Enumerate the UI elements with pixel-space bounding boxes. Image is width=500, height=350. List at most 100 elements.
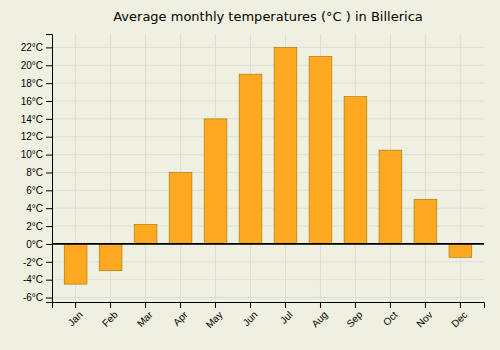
y-tick: -2°C: [23, 257, 52, 268]
bar: [344, 97, 367, 244]
x-tick: Nov: [414, 302, 434, 329]
y-tick-label: 0°C: [26, 239, 43, 250]
x-tick-mark: [145, 302, 146, 308]
x-tick-mark: [355, 302, 356, 308]
x-tick-mark: [285, 302, 286, 308]
y-tick: -4°C: [23, 274, 52, 285]
x-tick-label: Sep: [344, 309, 365, 330]
grid: [52, 34, 484, 302]
y-tick-label: 8°C: [26, 167, 43, 178]
bar: [169, 172, 192, 243]
x-tick-mark: [390, 302, 391, 308]
y-tick: 16°C: [21, 96, 52, 107]
y-tick-mark: [46, 65, 52, 66]
y-tick-mark: [46, 190, 52, 191]
x-tick-mark: [75, 302, 76, 308]
x-tick-label: Apr: [171, 309, 190, 328]
x-tick-label: Feb: [100, 309, 120, 329]
x-tick: Apr: [171, 302, 190, 328]
bar: [64, 244, 87, 284]
x-tick: Jul: [278, 302, 295, 326]
y-tick-label: 22°C: [21, 42, 43, 53]
y-tick-label: 14°C: [21, 114, 43, 125]
y-axis-line: [46, 35, 53, 303]
x-tick: Aug: [309, 302, 329, 329]
bar: [239, 74, 262, 244]
x-tick-label: Mar: [135, 309, 155, 329]
y-tick-label: 20°C: [21, 60, 43, 71]
y-tick-mark: [46, 155, 52, 156]
x-tick-mark: [250, 302, 251, 308]
y-tick: 12°C: [21, 131, 52, 142]
bar: [449, 244, 472, 257]
y-tick: 20°C: [21, 60, 52, 71]
bar: [204, 119, 227, 244]
bar: [309, 56, 332, 244]
y-tick-mark: [46, 262, 52, 263]
y-grid-line: [52, 136, 484, 137]
x-tick-mark: [215, 302, 216, 308]
zero-line: [52, 243, 484, 245]
y-tick-label: 2°C: [26, 221, 43, 232]
y-tick-mark: [46, 226, 52, 227]
title: Average monthly temperatures (°C ) in Bi…: [113, 9, 423, 24]
y-tick: 14°C: [21, 114, 52, 125]
y-grid-line: [52, 154, 484, 155]
x-tick-mark: [425, 302, 426, 308]
x-axis-line: [53, 303, 485, 309]
bar: [134, 224, 157, 244]
y-tick: 8°C: [26, 167, 52, 178]
x-tick-mark: [110, 302, 111, 308]
x-tick: Jun: [241, 302, 260, 328]
y-tick-label: -6°C: [23, 292, 43, 303]
y-tick-mark: [46, 101, 52, 102]
x-tick-label: Nov: [414, 309, 434, 329]
y-tick: 6°C: [26, 185, 52, 196]
y-tick: 10°C: [21, 149, 52, 160]
x-tick-label: Jul: [278, 309, 295, 326]
y-tick-mark: [46, 119, 52, 120]
y-grid-line: [52, 297, 484, 298]
y-tick-mark: [46, 280, 52, 281]
y-tick: -6°C: [23, 292, 52, 303]
x-axis: JanFebMarAprMayJunJulAugSepOctNovDec: [53, 302, 485, 330]
y-tick-label: 16°C: [21, 96, 43, 107]
plot: -6°C -4°C -2°C 0°C 2°C 4°C 6°C 8°C 10°C 12°C 14°C 1…: [21, 34, 485, 330]
x-tick: Mar: [135, 302, 155, 329]
y-tick-label: 10°C: [21, 149, 43, 160]
bar: [274, 47, 297, 244]
y-axis: -6°C -4°C -2°C 0°C 2°C 4°C 6°C 8°C 10°C 12°C 14°C 1…: [21, 35, 53, 304]
bar: [379, 150, 402, 244]
y-grid-line: [52, 65, 484, 66]
y-tick-mark: [46, 137, 52, 138]
y-grid-line: [52, 243, 484, 244]
bar: [99, 244, 122, 271]
y-grid-line: [52, 83, 484, 84]
y-grid-line: [52, 101, 484, 102]
x-grid-line: [180, 34, 181, 302]
x-tick: Jan: [66, 302, 85, 328]
x-grid-line: [145, 34, 146, 302]
x-grid-line: [460, 34, 461, 302]
y-tick-mark: [46, 47, 52, 48]
x-tick-mark: [320, 302, 321, 308]
y-tick-label: 18°C: [21, 78, 43, 89]
y-tick-label: -2°C: [23, 257, 43, 268]
y-tick-label: 4°C: [26, 203, 43, 214]
y-tick-label: 12°C: [21, 131, 43, 142]
x-tick-label: Jun: [241, 309, 260, 328]
y-grid-line: [52, 47, 484, 48]
y-grid-line: [52, 118, 484, 119]
zero-line-group: [52, 243, 484, 244]
x-tick: May: [204, 302, 225, 330]
x-tick-label: May: [204, 309, 225, 330]
bar: [414, 199, 437, 244]
x-tick: Sep: [344, 302, 365, 329]
x-tick: Dec: [449, 302, 469, 329]
y-tick-label: -4°C: [23, 274, 43, 285]
y-tick-mark: [46, 298, 52, 299]
y-tick: 4°C: [26, 203, 52, 214]
bars: [64, 47, 472, 284]
y-tick-label: 6°C: [26, 185, 43, 196]
x-tick-label: Jan: [66, 309, 85, 328]
